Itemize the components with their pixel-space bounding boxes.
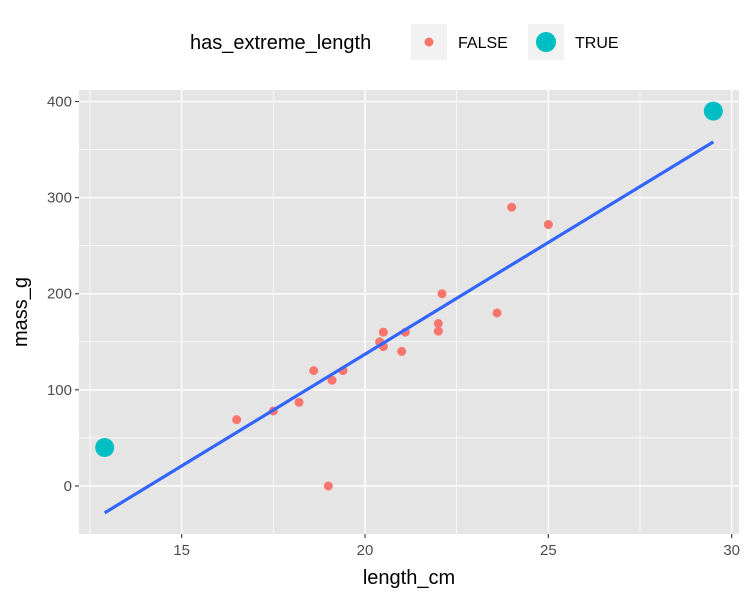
y-tick-label: 300 xyxy=(47,190,72,207)
data-point-false xyxy=(492,308,502,318)
x-tick-label: 30 xyxy=(723,542,740,559)
data-point-false xyxy=(323,481,333,491)
y-tick-label: 100 xyxy=(47,382,72,399)
legend-label-false: FALSE xyxy=(458,35,508,52)
data-point-false xyxy=(294,397,304,407)
x-tick-label: 25 xyxy=(540,542,557,559)
data-point-false xyxy=(397,346,407,356)
legend-label-true: TRUE xyxy=(575,35,619,52)
data-point-true xyxy=(95,438,115,458)
y-tick-label: 0 xyxy=(64,478,72,495)
grid-lines xyxy=(79,90,739,534)
x-tick-label: 20 xyxy=(357,542,374,559)
trend-line xyxy=(103,140,715,515)
data-point-false xyxy=(543,220,553,230)
y-tick-label: 400 xyxy=(47,94,72,111)
data-point-true xyxy=(703,101,723,121)
legend-title: has_extreme_length xyxy=(190,32,371,54)
data-point-false xyxy=(232,415,242,425)
data-point-false xyxy=(433,319,443,329)
data-point-false xyxy=(378,327,388,337)
data-point-false xyxy=(437,289,447,299)
y-axis-title: mass_g xyxy=(10,277,32,347)
data-point-false xyxy=(433,326,443,336)
data-point-false xyxy=(327,375,337,385)
legend-symbol-true xyxy=(536,32,556,52)
y-tick-label: 200 xyxy=(47,286,72,303)
data-point-false xyxy=(309,366,319,376)
legend: has_extreme_length FALSE TRUE xyxy=(190,24,619,60)
x-axis-title: length_cm xyxy=(363,567,455,589)
data-point-false xyxy=(507,202,517,212)
x-tick-label: 15 xyxy=(173,542,190,559)
legend-symbol-false xyxy=(424,37,434,47)
